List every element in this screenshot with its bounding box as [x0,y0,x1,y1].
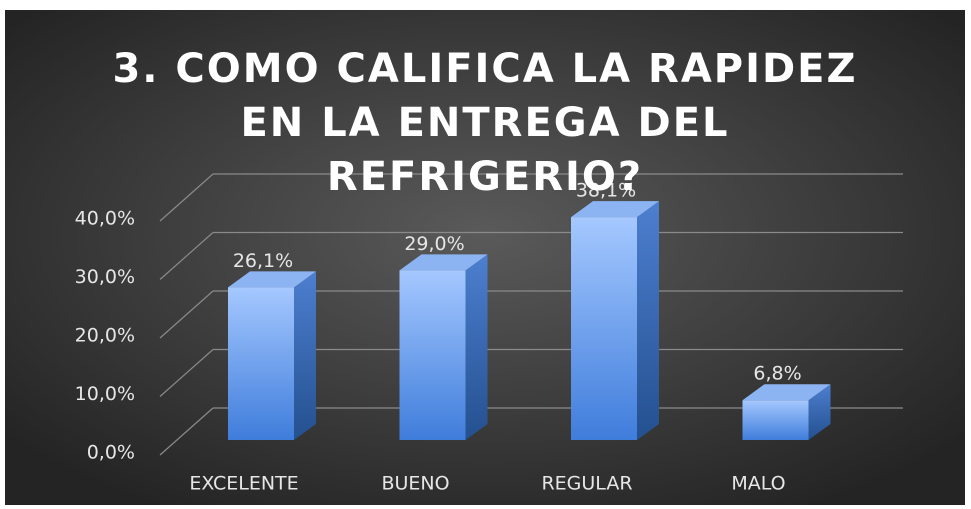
grid-line [159,173,214,222]
bar-top [399,254,488,271]
grid-line [159,232,214,280]
data-label: 26,1% [233,250,293,272]
x-tick-label: BUENO [381,473,449,495]
bar-side [637,201,659,440]
data-label: 6,8% [753,363,801,385]
y-tick-label: 40,0% [75,208,135,230]
data-label: 29,0% [404,233,464,255]
bar [742,400,809,440]
bar-side [465,254,488,440]
bar-top [742,384,831,401]
chart-title: 3. COMO CALIFICA LA RAPIDEZ EN LA ENTREG… [112,46,858,200]
grid-line [159,349,214,397]
data-label: 38,1% [576,180,636,202]
y-tick-label: 30,0% [75,266,135,288]
y-tick-label: 0,0% [87,442,135,464]
grid-line [159,407,214,456]
x-tick-label: MALO [731,473,785,495]
bar [399,270,466,440]
bar-side [808,384,831,440]
bar [228,287,294,440]
x-tick-label: REGULAR [541,473,632,495]
y-tick-label: 20,0% [75,325,135,347]
grid-line [159,290,214,339]
y-tick-label: 10,0% [75,383,135,405]
bar-top [228,271,316,288]
bar-top [571,201,659,218]
bar [571,217,637,440]
bar-side [294,271,316,440]
x-tick-label: EXCELENTE [189,473,298,495]
